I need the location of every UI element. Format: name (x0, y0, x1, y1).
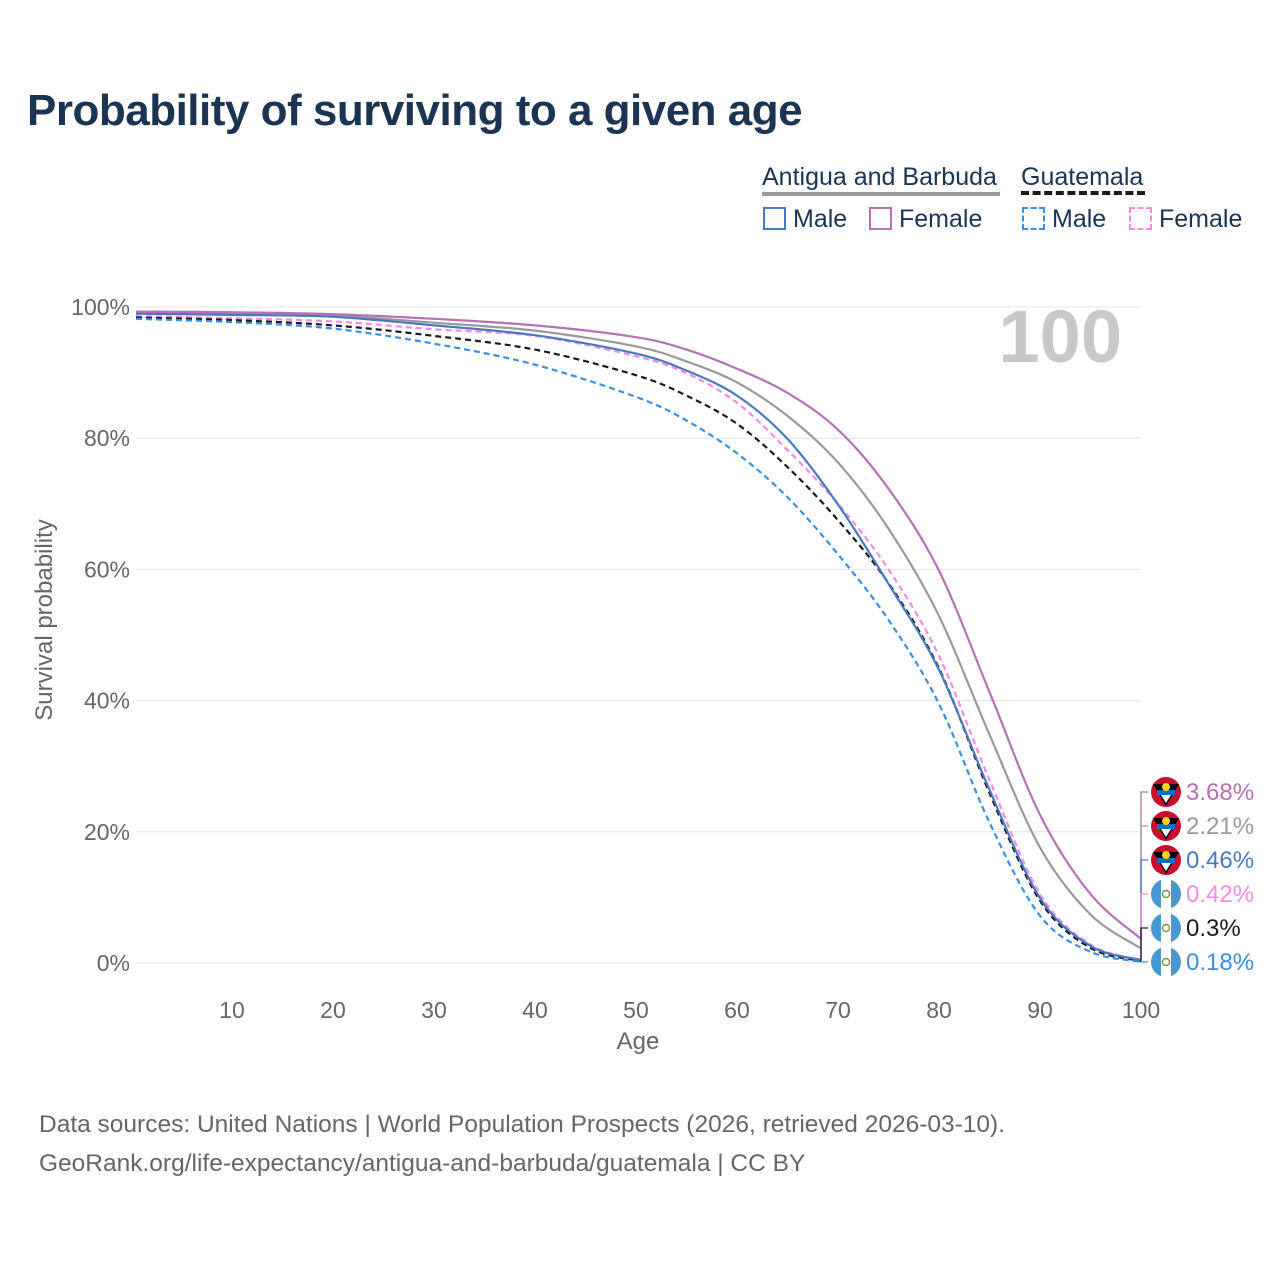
guatemala-flag-icon (1151, 947, 1181, 977)
source-line-1: Data sources: United Nations | World Pop… (39, 1111, 1006, 1138)
flag-emblem (1161, 923, 1171, 933)
x-tick-label: 40 (522, 997, 548, 1023)
y-tick-label: 0% (97, 950, 130, 976)
flag-white-band (1161, 879, 1171, 909)
chart-plot: 100 0% 20% 40% 60% 80% 100% 10 20 30 40 50 60 70 80 9… (31, 294, 1254, 1055)
flag-emblem (1161, 889, 1171, 899)
leader-line-guatemala-female (1140, 893, 1148, 961)
flag-sun (1162, 851, 1170, 859)
series-line-guatemala-female (135, 315, 1142, 962)
end-labels: 3.68% 2.21% 0.46% 0.42% 0.3% 0.18% (1140, 777, 1254, 977)
x-tick-label: 100 (1122, 997, 1160, 1023)
x-axis-title: Age (617, 1028, 660, 1055)
guatemala-flag-icon (1151, 913, 1181, 943)
flag-white-band (1161, 913, 1171, 943)
y-tick-label: 60% (84, 556, 130, 582)
leader-line-antigua-and-barbuda-female (1140, 791, 1148, 939)
y-tick-label: 20% (84, 819, 130, 845)
series-line-antigua-and-barbuda-total (135, 311, 1142, 950)
y-axis-title: Survival probability (31, 519, 58, 720)
series-lines (135, 310, 1142, 963)
chart-title: Probability of surviving to a given age (27, 86, 803, 135)
flag-white-band (1161, 947, 1171, 977)
antigua-flag-icon (1151, 811, 1181, 841)
end-label-guatemala-total: 0.3% (1186, 915, 1241, 942)
end-label-antigua-and-barbuda-total: 2.21% (1186, 813, 1254, 840)
age-watermark: 100 (999, 295, 1122, 378)
series-line-antigua-and-barbuda-male (135, 312, 1142, 962)
end-label-antigua-and-barbuda-female: 3.68% (1186, 779, 1254, 806)
antigua-flag-icon (1151, 777, 1181, 807)
leader-line-antigua-and-barbuda-total (1140, 825, 1148, 949)
y-axis: 0% 20% 40% 60% 80% 100% (71, 294, 130, 976)
series-line-antigua-and-barbuda-female (135, 310, 1142, 940)
series-line-guatemala-total (135, 316, 1142, 963)
x-tick-label: 70 (825, 997, 851, 1023)
flag-sun (1162, 817, 1170, 825)
source-line-2[interactable]: GeoRank.org/life-expectancy/antigua-and-… (39, 1150, 806, 1177)
x-tick-label: 60 (724, 997, 750, 1023)
x-tick-label: 20 (320, 997, 346, 1023)
y-tick-label: 100% (71, 294, 130, 320)
grid (136, 306, 1141, 964)
flag-emblem (1161, 957, 1171, 967)
end-label-guatemala-female: 0.42% (1186, 881, 1254, 908)
leader-line-guatemala-total (1140, 927, 1148, 961)
x-axis: 10 20 30 40 50 60 70 80 90 100 (219, 997, 1160, 1023)
y-tick-label: 40% (84, 688, 130, 714)
flag-blue-band (1157, 790, 1175, 795)
leader-line-antigua-and-barbuda-male (1140, 859, 1148, 960)
series-line-guatemala-male (135, 317, 1142, 963)
x-tick-label: 90 (1027, 997, 1053, 1023)
source-note: Data sources: United Nations | World Pop… (39, 1105, 1005, 1183)
end-label-guatemala-male: 0.18% (1186, 949, 1254, 976)
x-tick-label: 50 (623, 997, 649, 1023)
flag-blue-band (1157, 824, 1175, 829)
guatemala-flag-icon (1151, 879, 1181, 909)
end-label-antigua-and-barbuda-male: 0.46% (1186, 847, 1254, 874)
antigua-flag-icon (1151, 845, 1181, 875)
x-tick-label: 80 (926, 997, 952, 1023)
x-tick-label: 10 (219, 997, 245, 1023)
x-tick-label: 30 (421, 997, 447, 1023)
flag-blue-band (1157, 858, 1175, 863)
y-tick-label: 80% (84, 425, 130, 451)
flag-sun (1162, 783, 1170, 791)
